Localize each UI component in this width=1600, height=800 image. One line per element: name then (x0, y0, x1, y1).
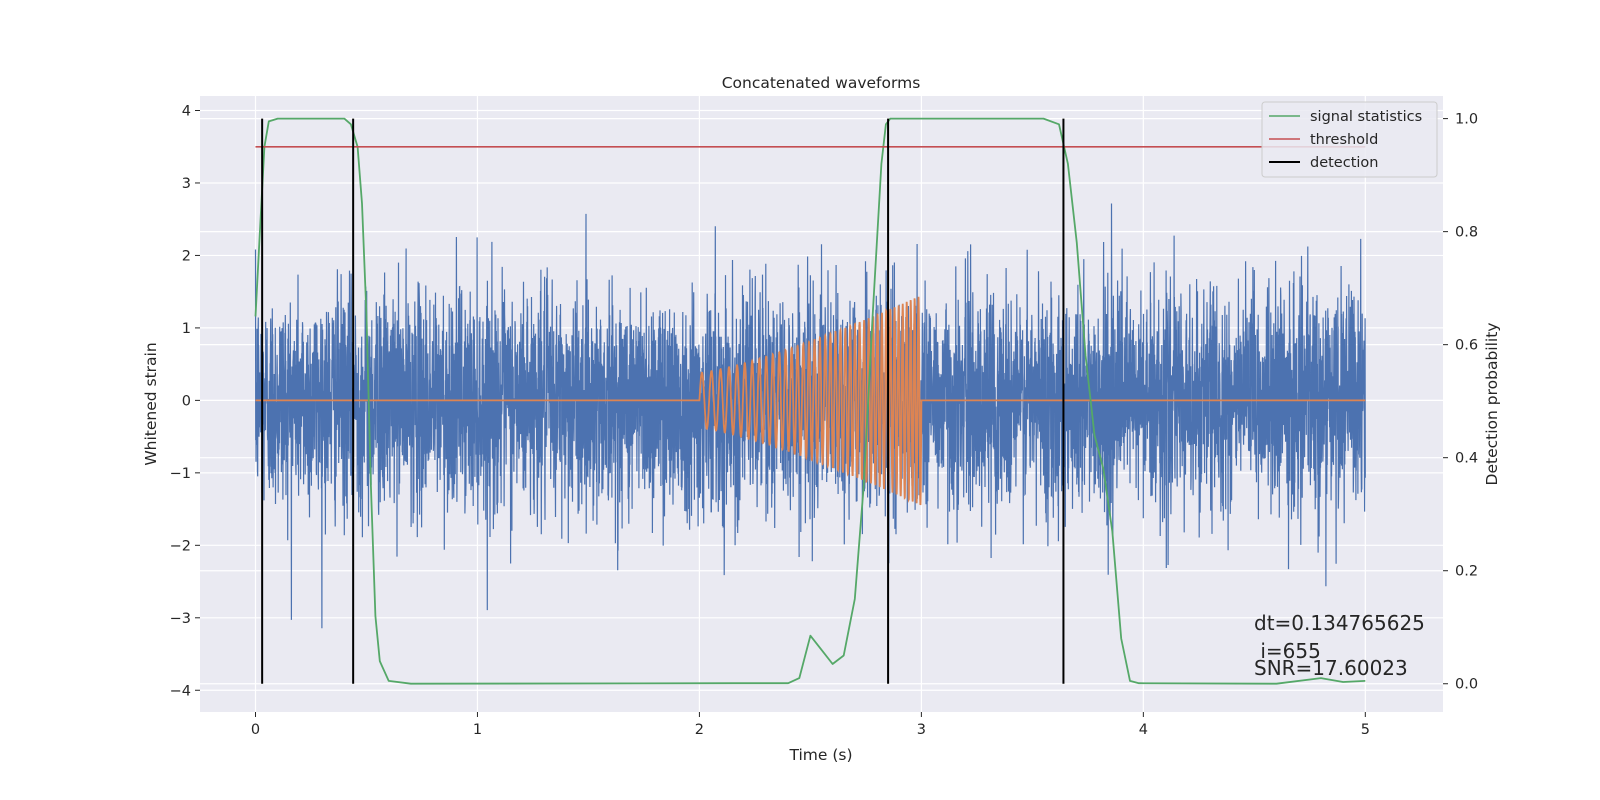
series-layer (254, 117, 1366, 685)
y-right-tick-label: 1.0 (1455, 112, 1478, 128)
strain-series (254, 203, 1366, 629)
y-tick-label: 3 (182, 176, 191, 192)
annotation-i: i=655 (1254, 639, 1321, 663)
y-tick-label: 4 (182, 103, 191, 119)
x-tick-label: 1 (473, 722, 482, 738)
y-right-tick-label: 0.2 (1455, 564, 1478, 580)
y-tick-label: −2 (170, 538, 191, 554)
x-tick-label: 0 (251, 722, 260, 738)
legend-label-threshold: threshold (1310, 132, 1378, 148)
axes: 0 1 2 3 4 5 −4 −3 −2 −1 0 1 2 3 4 0.0 0.2 0.4 0.6 0.8 1.0 (170, 103, 1478, 738)
y-tick-label: 1 (182, 321, 191, 337)
legend: signal statistics threshold detection (1261, 101, 1438, 178)
y-axis-right-title: Detection probability (1483, 323, 1501, 486)
x-axis-title: Time (s) (788, 746, 852, 764)
x-tick-label: 5 (1361, 722, 1370, 738)
y-tick-label: −3 (170, 611, 191, 627)
x-tick-label: 4 (1139, 722, 1148, 738)
x-tick-label: 3 (917, 722, 926, 738)
chart-title: Concatenated waveforms (722, 74, 921, 92)
annotation-snr: SNR=17.60023 (1254, 656, 1408, 680)
legend-label-signal-statistics: signal statistics (1310, 109, 1422, 125)
y-tick-label: 0 (182, 393, 191, 409)
annotation-dt: dt=0.134765625 (1254, 611, 1425, 635)
y-tick-label: −1 (170, 466, 191, 482)
y-right-tick-label: 0.6 (1455, 338, 1478, 354)
y-tick-label: −4 (170, 683, 191, 699)
legend-box (1261, 101, 1438, 178)
y-right-tick-label: 0.8 (1455, 225, 1478, 241)
legend-label-detection: detection (1310, 155, 1378, 171)
y-axis-title: Whitened strain (142, 342, 160, 465)
signal-statistics-series (254, 117, 1366, 685)
template-series (255, 296, 1366, 506)
y-tick-label: 2 (182, 248, 191, 264)
x-tick-label: 2 (695, 722, 704, 738)
y-right-tick-label: 0.4 (1455, 451, 1478, 467)
y-right-tick-label: 0.0 (1455, 677, 1478, 693)
